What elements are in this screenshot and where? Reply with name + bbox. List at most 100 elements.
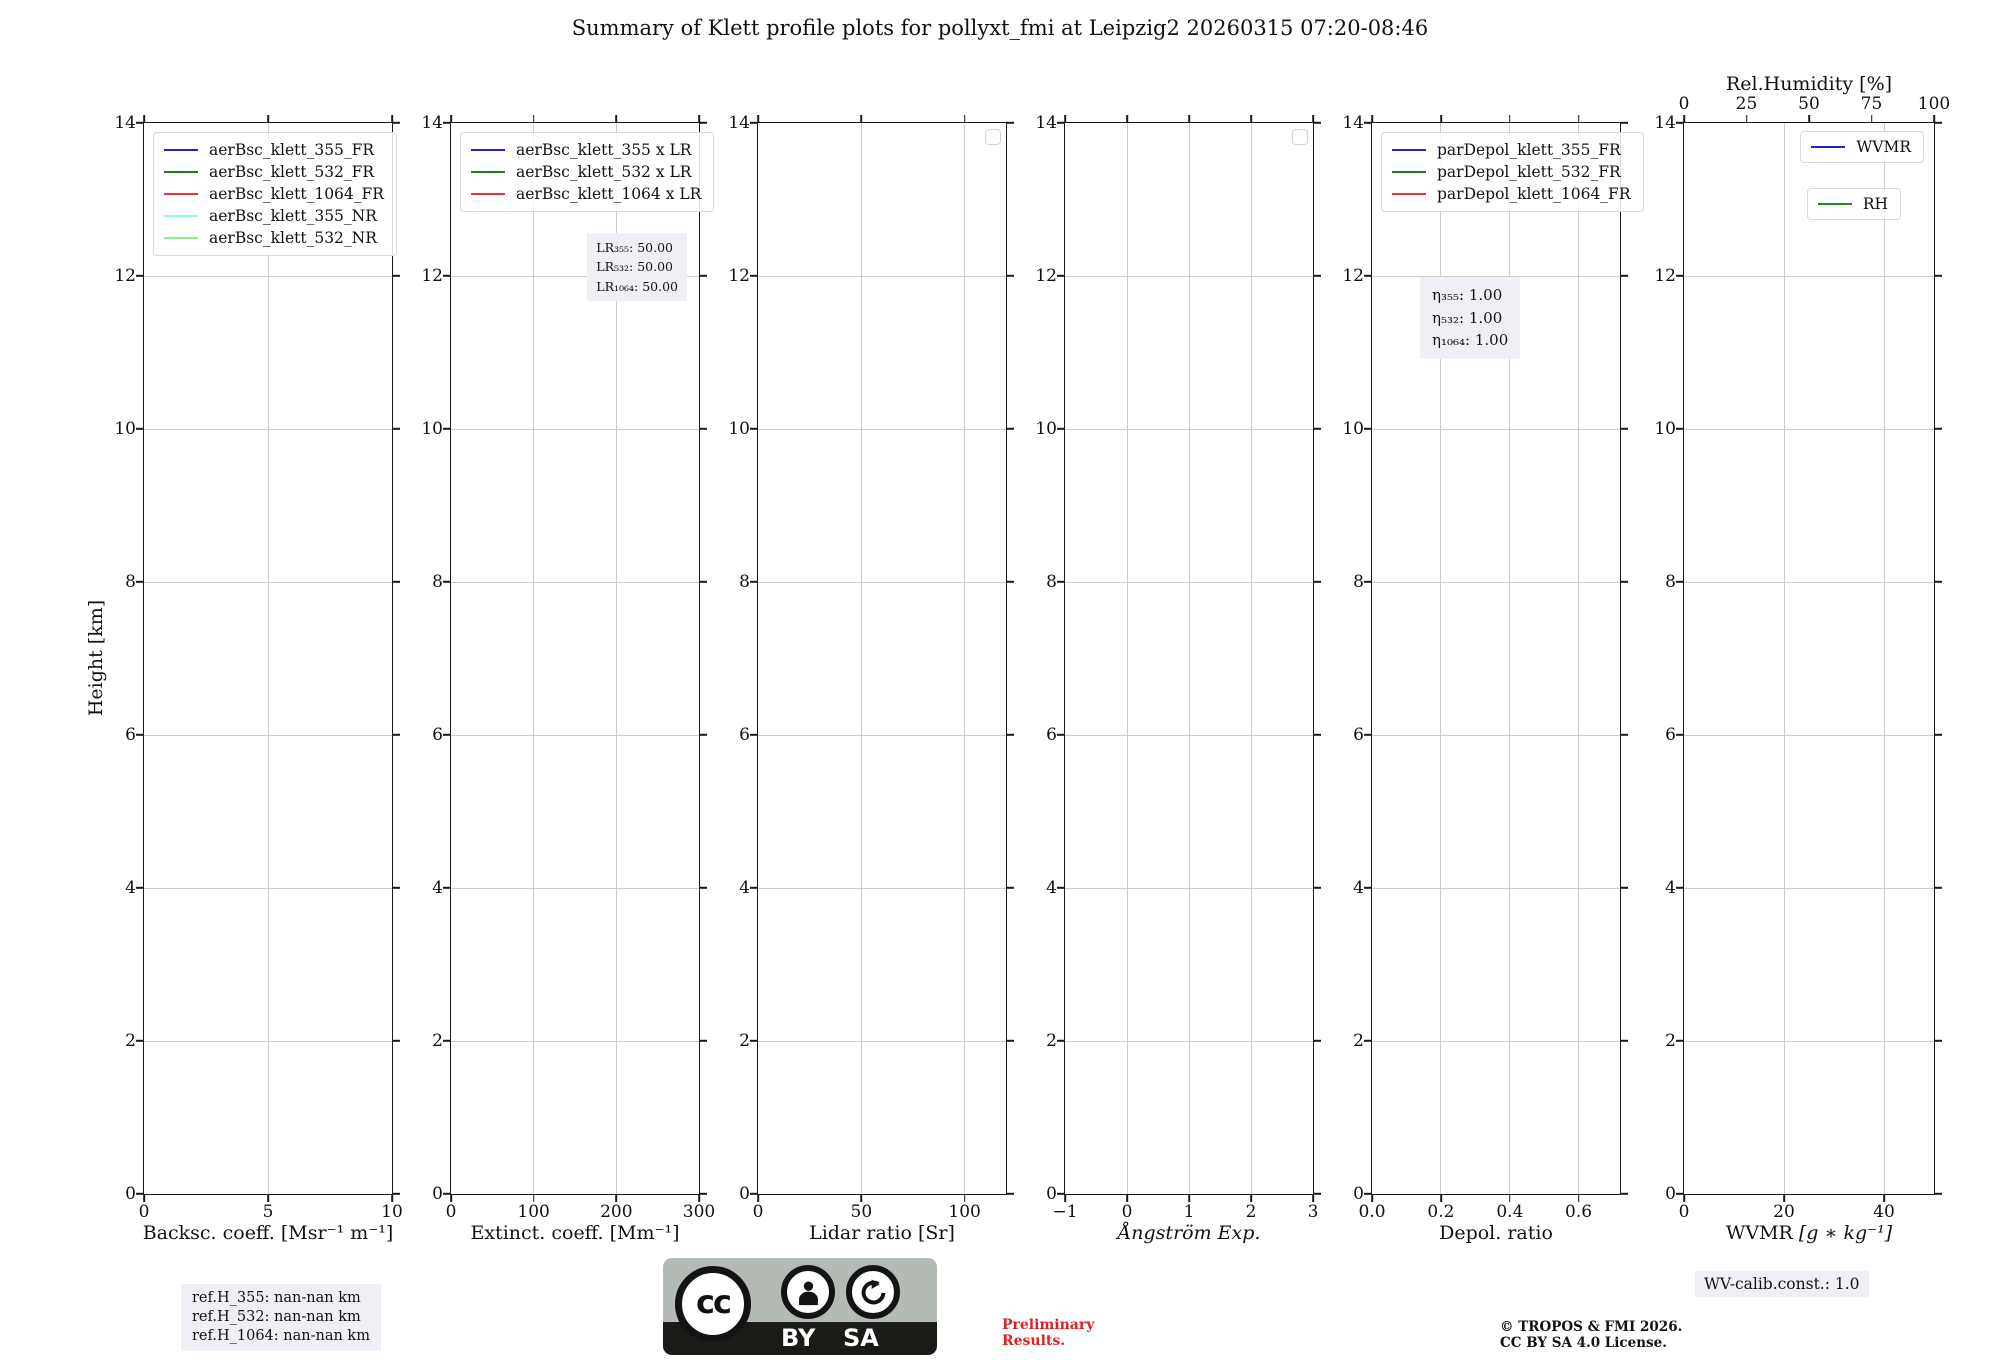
legend: aerBsc_klett_355 x LR aerBsc_klett_532 x … [460,132,715,212]
y-axis-tick [1364,1040,1372,1042]
y-axis-tick [443,734,451,736]
y-axis-tick [1057,1040,1065,1042]
y-axis-tick [1676,122,1684,124]
ref-height-line: ref.H_1064: nan-nan km [192,1327,370,1344]
gridline-horizontal [1372,1040,1620,1042]
y-axis-tick [699,887,707,889]
y-tick-label: 14 [1342,113,1364,133]
legend-label: aerBsc_klett_1064 x LR [516,185,702,203]
legend-label: aerBsc_klett_355 x LR [516,141,692,159]
y-tick-label: 10 [1654,419,1676,439]
legend-entry: aerBsc_klett_532_NR [164,227,384,249]
y-axis-tick [1313,887,1321,889]
legend-label: RH [1862,195,1888,213]
y-axis-tick [136,734,144,736]
x-axis-tick [532,1194,535,1202]
y-axis-tick [1364,1193,1372,1195]
gridline-horizontal [1684,734,1934,736]
x-tick-label: 20 [1773,1202,1795,1222]
y-tick-label: 14 [1654,113,1676,133]
y-axis-tick [1620,428,1628,430]
gridline-horizontal [451,734,699,736]
y-tick-label: 10 [1035,419,1057,439]
y-axis-tick [1006,1193,1014,1195]
gridline-horizontal [758,581,1006,583]
x-axis-tick [860,115,863,123]
x-axis-tick [1312,115,1314,123]
x-tick-label: 0 [752,1202,764,1222]
y-axis-tick [1620,734,1628,736]
x-axis-tick [698,1194,700,1202]
x-axis-label: WVMR [g ∗ kg⁻¹] [1725,1222,1893,1244]
y-axis-tick [1006,275,1014,277]
y-axis-tick [1006,1040,1014,1042]
x-axis-tick [450,1194,452,1202]
x-axis-tick [615,115,618,123]
y-axis-tick [1620,122,1628,124]
annotation-line: η₃₅₅: 1.00 [1432,286,1503,304]
x-tick-label: 10 [381,1202,403,1222]
annotation-line: LR₃₅₅: 50.00 [596,240,673,255]
y-axis-tick [750,734,758,736]
y-axis-tick [136,887,144,889]
x-axis-tick [450,115,452,123]
y-tick-label: 2 [1353,1031,1364,1051]
legend-entry: aerBsc_klett_355_FR [164,139,384,161]
y-tick-label: 4 [1665,878,1676,898]
y-tick-label: 2 [1665,1031,1676,1051]
cc-by-person-icon [781,1265,835,1319]
legend-entry: parDepol_klett_532_FR [1392,161,1631,183]
legend-line-sample [164,215,198,217]
top-axis-tick [1933,115,1935,123]
y-axis-tick [1620,887,1628,889]
gridline-vertical [860,123,862,1194]
y-axis-tick [1620,1040,1628,1042]
x-tick-label: 200 [600,1202,633,1222]
y-axis-tick [1057,122,1065,124]
y-axis-tick [443,122,451,124]
x-axis-tick [1312,1194,1314,1202]
legend-line-sample [1392,149,1426,151]
y-tick-label: 10 [421,419,443,439]
legend-entry: WVMR [1811,136,1911,158]
y-axis-tick [750,1040,758,1042]
y-axis-tick [1676,428,1684,430]
legend-label: aerBsc_klett_1064_FR [209,185,384,203]
subplot-depol_ratio: 0 2 4 6 8 10 12 14 0.0 0.2 0.4 0.6 Depol. ratio parDe… [1342,113,1644,1244]
legend-line-sample [164,237,198,239]
x-axis-tick [1883,1194,1885,1202]
gridline-vertical [1883,123,1885,1194]
legend-label: aerBsc_klett_532 x LR [516,163,692,181]
legend-label: parDepol_klett_532_FR [1437,163,1621,181]
y-axis-tick [1676,1040,1684,1042]
y-tick-label: 2 [125,1031,136,1051]
top-tick-label: 25 [1735,94,1758,114]
y-axis-tick [1364,581,1372,583]
legend-label: aerBsc_klett_355_FR [209,141,375,159]
x-tick-label: 0 [1678,1202,1690,1222]
wv-calib-annotation: WV-calib.const.: 1.0 [1695,1271,1869,1297]
x-axis-tick [1509,115,1511,123]
subplot-extinction: 0 2 4 6 8 10 12 14 0 100 200 300 Extinct. coeff. [Mm… [421,113,715,1244]
legend-entry: RH [1817,193,1888,215]
x-axis-tick [615,1194,618,1202]
x-axis-tick [1126,115,1128,123]
y-tick-label: 12 [421,266,443,286]
y-axis-tick [750,887,758,889]
y-tick-label: 8 [1665,572,1676,592]
legend-label: parDepol_klett_355_FR [1437,141,1621,159]
cc-logo-text: cc [696,1282,732,1321]
y-axis-tick [443,1193,451,1195]
copyright-note: © TROPOS & FMI 2026. CC BY SA 4.0 License… [1500,1319,1682,1351]
legend-line-sample [1392,171,1426,173]
x-axis-label: Depol. ratio [1439,1222,1553,1244]
y-tick-label: 14 [728,113,750,133]
x-tick-label: 0 [1121,1202,1133,1222]
gridline-horizontal [451,581,699,583]
y-axis-tick [750,275,758,277]
x-tick-label: 0 [445,1202,457,1222]
y-axis-tick [392,1040,400,1042]
y-axis-tick [1364,887,1372,889]
y-axis-tick [392,122,400,124]
ref-height-annotation: ref.H_355: nan-nan km ref.H_532: nan-nan … [181,1284,381,1351]
